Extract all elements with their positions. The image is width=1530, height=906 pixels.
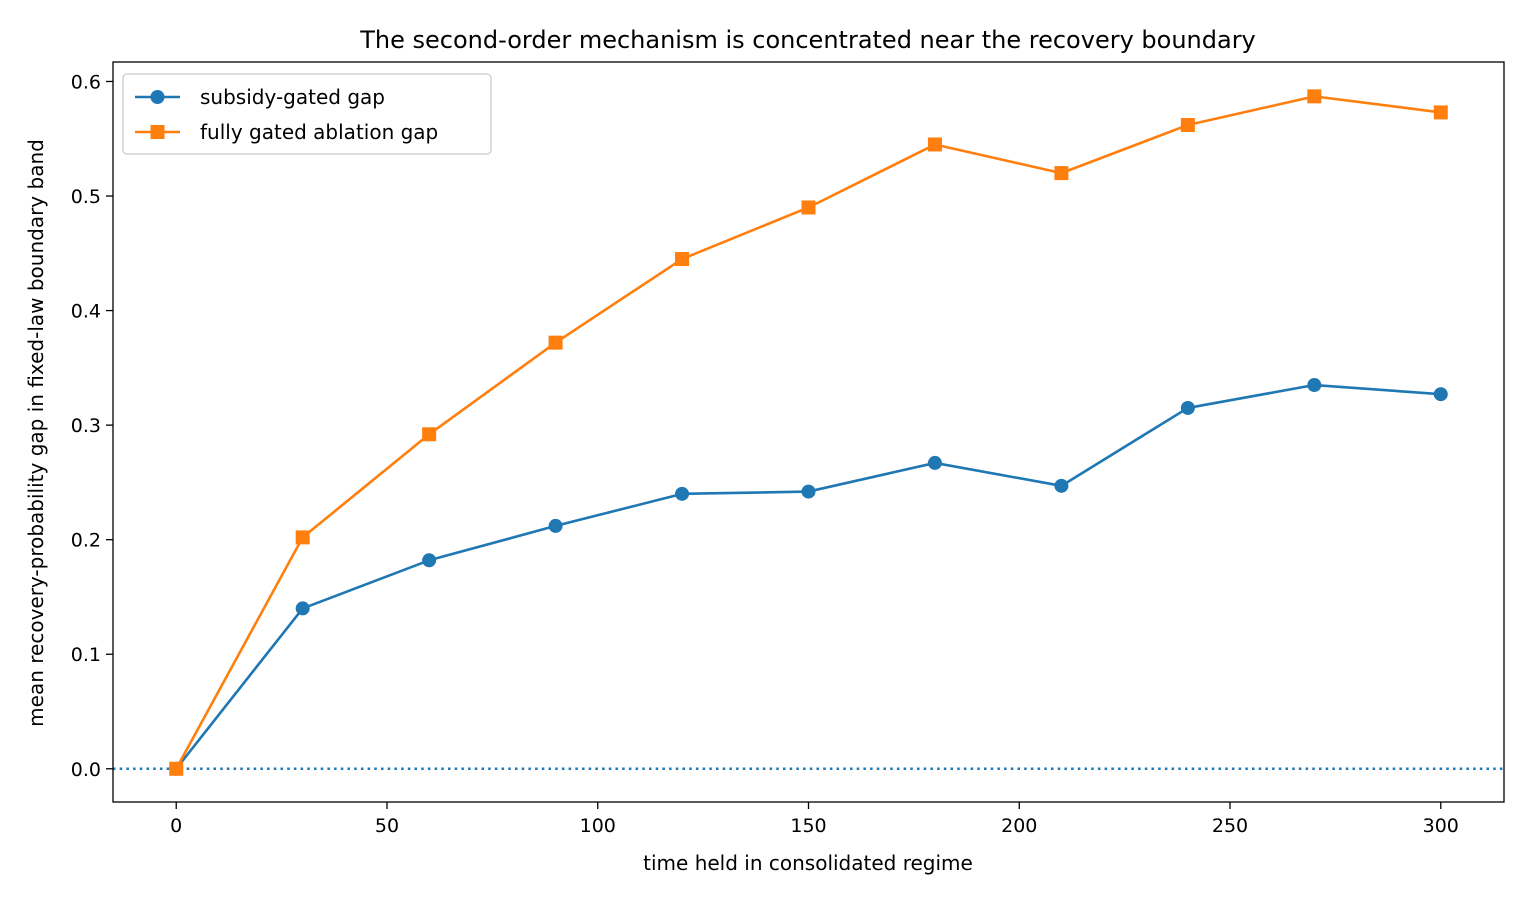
y-axis-label: mean recovery-probability gap in fixed-l… — [24, 139, 48, 727]
x-axis-label: time held in consolidated regime — [643, 851, 973, 875]
data-point-series-1 — [1307, 378, 1322, 393]
y-tick-label: 0.5 — [71, 186, 101, 208]
chart-title: The second-order mechanism is concentrat… — [359, 26, 1256, 54]
x-tick-label: 100 — [580, 815, 616, 837]
data-point-series-2 — [169, 761, 184, 776]
data-point-series-2 — [1054, 166, 1069, 181]
y-tick-label: 0.2 — [71, 530, 101, 552]
y-tick-label: 0.1 — [71, 644, 101, 666]
data-point-series-2 — [801, 200, 816, 215]
data-point-series-2 — [422, 427, 437, 442]
data-point-series-1 — [1180, 400, 1195, 415]
data-point-series-1 — [927, 455, 942, 470]
x-tick-label: 50 — [375, 815, 399, 837]
data-point-series-1 — [1054, 478, 1069, 493]
data-point-series-2 — [1433, 105, 1448, 120]
legend-label-2: fully gated ablation gap — [200, 120, 438, 144]
data-point-series-1 — [801, 484, 816, 499]
data-point-series-2 — [1180, 118, 1195, 133]
legend-label-1: subsidy-gated gap — [200, 85, 385, 109]
legend-marker-2 — [150, 125, 165, 139]
data-point-series-2 — [1307, 89, 1322, 104]
y-tick-label: 0.0 — [71, 759, 101, 781]
y-tick-label: 0.4 — [71, 301, 101, 323]
x-tick-label: 200 — [1001, 815, 1037, 837]
x-tick-label: 0 — [170, 815, 182, 837]
x-tick-label: 300 — [1423, 815, 1459, 837]
data-point-series-1 — [548, 518, 563, 533]
y-tick-label: 0.6 — [71, 71, 101, 93]
data-point-series-1 — [295, 601, 310, 616]
data-point-series-1 — [422, 553, 437, 568]
data-point-series-2 — [548, 335, 563, 350]
x-tick-label: 250 — [1212, 815, 1248, 837]
legend-box — [122, 73, 492, 155]
data-point-series-2 — [675, 252, 690, 267]
x-tick-label: 150 — [790, 815, 826, 837]
data-point-series-2 — [295, 530, 310, 545]
legend-marker-1 — [150, 90, 165, 104]
legend: subsidy-gated gap fully gated ablation ga… — [122, 73, 492, 155]
y-tick-label: 0.3 — [71, 415, 101, 437]
data-point-series-1 — [675, 486, 690, 501]
data-point-series-2 — [927, 137, 942, 152]
data-point-series-1 — [1433, 387, 1448, 402]
